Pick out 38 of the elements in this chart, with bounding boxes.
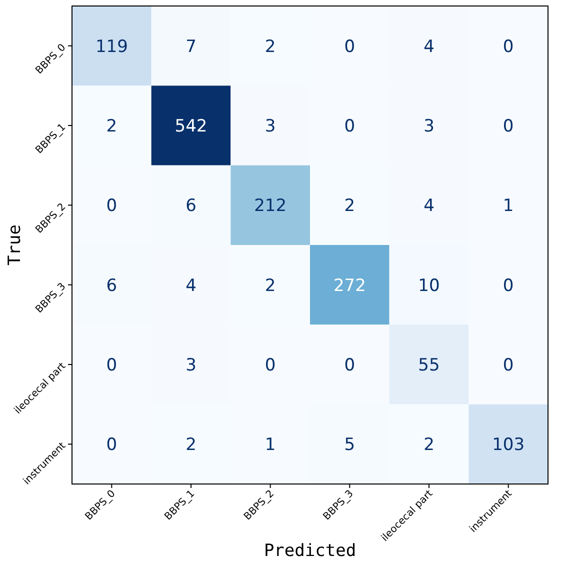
- data-label: 3: [424, 116, 434, 136]
- x-axis-title: Predicted: [264, 541, 356, 561]
- data-label: 6: [106, 276, 118, 296]
- y-axis-title: True: [5, 224, 25, 266]
- data-label: 0: [344, 116, 356, 136]
- data-label: 5: [344, 435, 356, 456]
- data-label: 2: [344, 196, 356, 216]
- data-label: 0: [344, 36, 356, 57]
- data-label: 103: [492, 435, 525, 456]
- data-label: 6: [186, 196, 196, 216]
- data-label: 0: [502, 116, 514, 136]
- data-label: 212: [254, 196, 287, 216]
- data-label: 7: [186, 36, 196, 57]
- data-label: 2: [264, 36, 276, 57]
- data-label: 0: [106, 355, 118, 376]
- data-label: 0: [502, 355, 514, 376]
- data-label: 542: [174, 116, 208, 136]
- data-label: 3: [264, 116, 276, 136]
- data-label: 0: [502, 276, 514, 296]
- data-label: 2: [264, 276, 276, 296]
- data-label: 4: [186, 276, 196, 296]
- data-label: 4: [424, 196, 434, 216]
- data-label: 0: [106, 196, 118, 216]
- data-label: 3: [186, 355, 196, 376]
- data-label: 119: [95, 36, 128, 57]
- data-label: 2: [106, 116, 118, 136]
- data-label: 0: [264, 355, 276, 376]
- data-label: 10: [418, 276, 440, 296]
- data-label: 272: [333, 276, 366, 296]
- data-label: 2: [424, 435, 434, 456]
- data-label: 1: [264, 435, 276, 456]
- data-label: 2: [186, 435, 196, 456]
- data-label: 4: [424, 36, 434, 57]
- data-label: 55: [418, 355, 440, 376]
- data-label: 0: [502, 36, 514, 57]
- data-label: 0: [344, 355, 356, 376]
- data-label: 1: [502, 196, 514, 216]
- data-label: 0: [106, 435, 118, 456]
